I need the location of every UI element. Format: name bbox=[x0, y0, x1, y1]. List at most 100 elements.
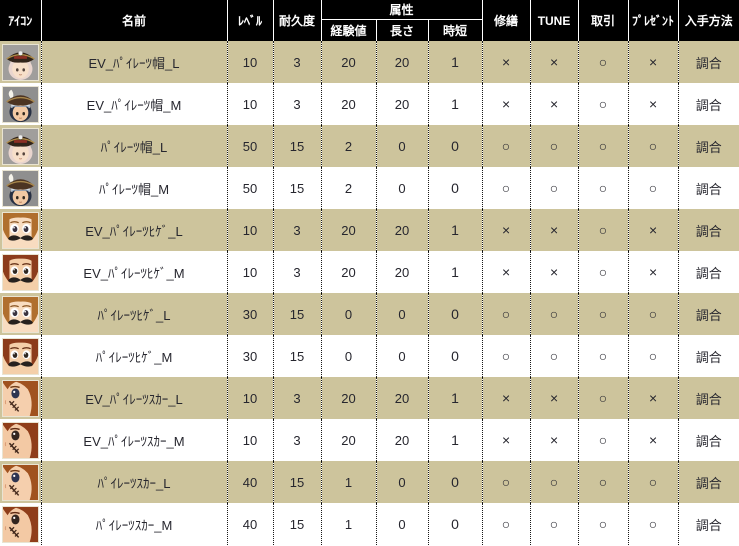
cell-repair: × bbox=[481, 419, 531, 461]
cell-repair: × bbox=[481, 209, 531, 251]
cell-time-reduction: 0 bbox=[427, 503, 483, 545]
table-row: EV_ﾊﾟｲﾚｰﾂ帽_M 10 3 20 20 1 × × ○ × 調合 bbox=[0, 83, 739, 125]
cell-tune: × bbox=[529, 41, 579, 83]
cell-item-name: ﾊﾟｲﾚｰﾂ帽_M bbox=[40, 167, 227, 209]
cell-time-reduction: 0 bbox=[427, 125, 483, 167]
cell-repair: ○ bbox=[481, 293, 531, 335]
table-row: ﾊﾟｲﾚｰﾂｽｶｰ_M 40 15 1 0 0 ○ ○ ○ ○ 調合 bbox=[0, 503, 739, 545]
cell-level: 10 bbox=[226, 83, 273, 125]
cell-acquisition: 調合 bbox=[677, 377, 739, 419]
cell-item-name: ﾊﾟｲﾚｰﾂﾋｹﾞ_M bbox=[40, 335, 227, 377]
cell-durability: 3 bbox=[272, 419, 321, 461]
pirate-mustache-m-avatar-icon bbox=[2, 337, 39, 375]
cell-length: 20 bbox=[375, 41, 428, 83]
cell-level: 10 bbox=[226, 377, 273, 419]
cell-time-reduction: 1 bbox=[427, 209, 483, 251]
cell-durability: 3 bbox=[272, 209, 321, 251]
table-row: EV_ﾊﾟｲﾚｰﾂﾋｹﾞ_L 10 3 20 20 1 × × ○ × 調合 bbox=[0, 209, 739, 251]
cell-icon bbox=[0, 419, 41, 461]
cell-item-name: ﾊﾟｲﾚｰﾂ帽_L bbox=[40, 125, 227, 167]
cell-icon bbox=[0, 293, 41, 335]
cell-time-reduction: 0 bbox=[427, 335, 483, 377]
cell-exp: 20 bbox=[320, 419, 376, 461]
cell-icon bbox=[0, 83, 41, 125]
cell-length: 0 bbox=[375, 167, 428, 209]
cell-trade: ○ bbox=[577, 41, 629, 83]
cell-repair: × bbox=[481, 83, 531, 125]
table-row: ﾊﾟｲﾚｰﾂｽｶｰ_L 40 15 1 0 0 ○ ○ ○ ○ 調合 bbox=[0, 461, 739, 503]
header-tune: TUNE bbox=[529, 0, 579, 41]
cell-present: ○ bbox=[627, 167, 679, 209]
cell-present: ○ bbox=[627, 293, 679, 335]
pirate-mustache-m-avatar-icon bbox=[2, 253, 39, 291]
header-name: 名前 bbox=[40, 0, 227, 41]
cell-durability: 15 bbox=[272, 335, 321, 377]
cell-exp: 20 bbox=[320, 377, 376, 419]
cell-time-reduction: 1 bbox=[427, 419, 483, 461]
cell-acquisition: 調合 bbox=[677, 293, 739, 335]
cell-item-name: ﾊﾟｲﾚｰﾂｽｶｰ_L bbox=[40, 461, 227, 503]
cell-trade: ○ bbox=[577, 503, 629, 545]
cell-acquisition: 調合 bbox=[677, 461, 739, 503]
cell-tune: × bbox=[529, 419, 579, 461]
cell-tune: ○ bbox=[529, 335, 579, 377]
cell-tune: × bbox=[529, 209, 579, 251]
header-length: 長さ bbox=[375, 19, 428, 41]
cell-durability: 3 bbox=[272, 251, 321, 293]
cell-item-name: EV_ﾊﾟｲﾚｰﾂﾋｹﾞ_M bbox=[40, 251, 227, 293]
cell-acquisition: 調合 bbox=[677, 251, 739, 293]
cell-level: 40 bbox=[226, 461, 273, 503]
cell-repair: × bbox=[481, 377, 531, 419]
cell-length: 0 bbox=[375, 335, 428, 377]
cell-icon bbox=[0, 461, 41, 503]
pirate-scar-l-avatar-icon bbox=[2, 463, 39, 501]
table-row: ﾊﾟｲﾚｰﾂ帽_M 50 15 2 0 0 ○ ○ ○ ○ 調合 bbox=[0, 167, 739, 209]
cell-item-name: EV_ﾊﾟｲﾚｰﾂﾋｹﾞ_L bbox=[40, 209, 227, 251]
cell-trade: ○ bbox=[577, 293, 629, 335]
header-level: ﾚﾍﾞﾙ bbox=[226, 0, 273, 41]
table-row: ﾊﾟｲﾚｰﾂﾋｹﾞ_L 30 15 0 0 0 ○ ○ ○ ○ 調合 bbox=[0, 293, 739, 335]
pirate-hat-l-avatar-icon bbox=[2, 127, 39, 165]
cell-item-name: EV_ﾊﾟｲﾚｰﾂ帽_L bbox=[40, 41, 227, 83]
cell-tune: ○ bbox=[529, 125, 579, 167]
cell-level: 10 bbox=[226, 41, 273, 83]
cell-exp: 2 bbox=[320, 167, 376, 209]
cell-trade: ○ bbox=[577, 335, 629, 377]
cell-durability: 15 bbox=[272, 293, 321, 335]
cell-tune: ○ bbox=[529, 503, 579, 545]
cell-present: ○ bbox=[627, 461, 679, 503]
cell-icon bbox=[0, 167, 41, 209]
cell-repair: ○ bbox=[481, 167, 531, 209]
cell-acquisition: 調合 bbox=[677, 209, 739, 251]
cell-durability: 15 bbox=[272, 167, 321, 209]
cell-repair: ○ bbox=[481, 335, 531, 377]
cell-length: 20 bbox=[375, 419, 428, 461]
cell-level: 50 bbox=[226, 167, 273, 209]
pirate-scar-l-avatar-icon bbox=[2, 379, 39, 417]
cell-tune: ○ bbox=[529, 167, 579, 209]
header-repair: 修繕 bbox=[481, 0, 531, 41]
cell-icon bbox=[0, 209, 41, 251]
cell-durability: 15 bbox=[272, 503, 321, 545]
cell-trade: ○ bbox=[577, 209, 629, 251]
cell-exp: 1 bbox=[320, 461, 376, 503]
cell-acquisition: 調合 bbox=[677, 41, 739, 83]
cell-length: 20 bbox=[375, 83, 428, 125]
cell-present: × bbox=[627, 41, 679, 83]
cell-trade: ○ bbox=[577, 461, 629, 503]
cell-time-reduction: 1 bbox=[427, 41, 483, 83]
cell-length: 20 bbox=[375, 209, 428, 251]
cell-trade: ○ bbox=[577, 83, 629, 125]
cell-level: 10 bbox=[226, 209, 273, 251]
cell-time-reduction: 1 bbox=[427, 83, 483, 125]
cell-repair: × bbox=[481, 251, 531, 293]
cell-trade: ○ bbox=[577, 377, 629, 419]
table-row: EV_ﾊﾟｲﾚｰﾂｽｶｰ_L 10 3 20 20 1 × × ○ × 調合 bbox=[0, 377, 739, 419]
cell-icon bbox=[0, 335, 41, 377]
cell-acquisition: 調合 bbox=[677, 125, 739, 167]
cell-item-name: EV_ﾊﾟｲﾚｰﾂｽｶｰ_M bbox=[40, 419, 227, 461]
cell-durability: 15 bbox=[272, 125, 321, 167]
cell-item-name: EV_ﾊﾟｲﾚｰﾂ帽_M bbox=[40, 83, 227, 125]
cell-exp: 20 bbox=[320, 209, 376, 251]
